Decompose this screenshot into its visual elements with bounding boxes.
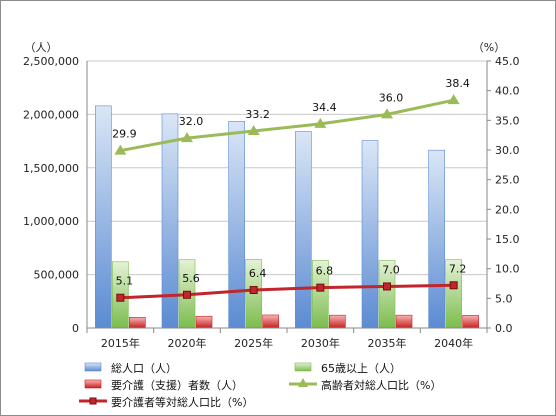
axes: 0 500,000 1,000,000 1,500,000 2,000,000 2,500…: [23, 55, 519, 350]
bar-series: [95, 105, 479, 329]
data-label: 6.4: [249, 267, 267, 280]
data-label: 34.4: [312, 101, 337, 114]
right-tick-label: 15.0: [495, 233, 520, 246]
data-label: 7.2: [449, 262, 467, 275]
square-marker: [183, 290, 191, 299]
right-tick-label: 25.0: [495, 174, 520, 187]
data-label: 5.6: [182, 272, 200, 285]
data-label: 29.9: [112, 128, 137, 141]
bar: [329, 314, 346, 329]
legend: 総人口（人） 65歳以上（人） 要介護（支援）者数（人） 高齢者対総人口比（%） 要介護…: [79, 361, 441, 409]
x-tick-label: 2035年: [368, 336, 407, 350]
legend-label: 総人口（人）: [111, 361, 177, 375]
x-tick-label: 2040年: [434, 336, 473, 350]
x-tick-label: 2020年: [168, 336, 207, 350]
left-axis-unit: （人）: [25, 41, 58, 54]
right-tick-label: 5.0: [495, 292, 513, 305]
square-marker: [449, 281, 458, 290]
x-tick-label: 2025年: [234, 336, 273, 350]
x-tick-label: 2030年: [301, 336, 340, 350]
left-tick-label: 2,000,000: [23, 108, 79, 121]
series-line: [120, 98, 454, 153]
line-series: [114, 94, 460, 302]
triangle-marker: [247, 125, 260, 136]
legend-label: 要介護者等対総人口比（%）: [111, 395, 253, 409]
bar: [95, 105, 112, 329]
data-label: 32.0: [179, 115, 204, 128]
legend-label: 65歳以上（人）: [321, 362, 401, 375]
legend-marker: [89, 397, 97, 405]
right-tick-label: 10.0: [495, 263, 520, 276]
square-marker: [383, 282, 391, 291]
data-labels: 29.9 32.0 33.2 34.4 36.0 38.4 5.1 5.6 6.4 6.8 7.0 7…: [112, 77, 470, 288]
data-label: 6.8: [316, 265, 334, 278]
right-tick-label: 40.0: [495, 85, 520, 98]
right-axis-unit: （%）: [473, 41, 505, 54]
left-tick-label: 0: [72, 322, 79, 335]
bar: [295, 131, 312, 329]
data-label: 7.0: [382, 263, 400, 276]
triangle-marker: [181, 132, 193, 143]
data-label: 5.1: [116, 275, 134, 288]
legend-swatch: [84, 362, 102, 372]
legend-swatch: [84, 379, 102, 389]
left-tick-label: 500,000: [34, 269, 80, 282]
bar: [262, 314, 279, 329]
x-tick-label: 2015年: [101, 336, 140, 350]
square-marker: [116, 293, 125, 302]
bar: [228, 121, 245, 329]
bar: [129, 317, 146, 329]
legend-marker: [298, 378, 308, 387]
right-tick-label: 30.0: [495, 144, 520, 157]
triangle-marker: [314, 117, 327, 128]
legend-label: 高齢者対総人口比（%）: [321, 378, 441, 392]
right-tick-label: 45.0: [495, 55, 520, 68]
series-line: [120, 283, 454, 300]
data-label: 36.0: [379, 91, 404, 104]
gridlines: [87, 60, 487, 276]
bar: [395, 314, 413, 329]
triangle-marker: [447, 94, 460, 105]
legend-swatch: [294, 362, 312, 372]
data-label: 38.4: [445, 77, 470, 90]
left-tick-label: 1,000,000: [23, 215, 79, 228]
bar: [195, 315, 213, 329]
right-tick-label: 35.0: [495, 114, 520, 127]
triangle-marker: [114, 144, 127, 155]
triangle-marker: [381, 108, 393, 119]
left-tick-label: 2,500,000: [23, 55, 79, 68]
right-tick-label: 20.0: [495, 203, 520, 216]
left-tick-label: 1,500,000: [23, 162, 79, 175]
bar: [428, 149, 445, 329]
bar: [462, 315, 479, 329]
data-label: 33.2: [245, 108, 270, 121]
square-marker: [249, 286, 258, 295]
right-tick-label: 0.0: [495, 322, 513, 335]
square-marker: [316, 283, 325, 292]
bar: [361, 140, 379, 329]
legend-label: 要介護（支援）者数（人）: [111, 378, 243, 392]
